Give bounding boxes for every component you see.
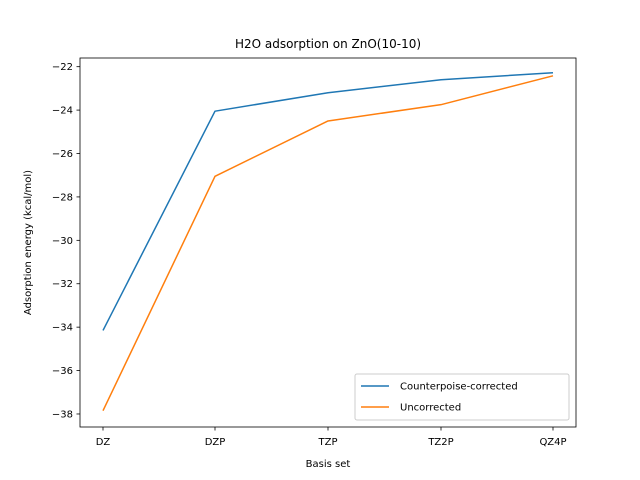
plot-marks (102, 72, 554, 412)
x-tick-label: DZP (205, 437, 226, 448)
y-tick-label: −36 (52, 366, 73, 377)
x-axis-label: Basis set (306, 459, 351, 470)
y-tick-label: −34 (52, 323, 73, 334)
legend: Counterpoise-corrected Uncorrected (354, 373, 570, 421)
axes-frame (79, 57, 577, 428)
y-tick-label: −24 (52, 106, 73, 117)
y-axis-label: Adsorption energy (kcal/mol) (23, 170, 34, 315)
x-axis-ticks: DZ DZP TZP TZ2P QZ4P (96, 427, 567, 448)
y-axis-ticks: −38 −36 −34 −32 −30 −28 −26 −24 −22 (52, 62, 80, 420)
y-tick-label: −22 (52, 62, 73, 73)
legend-label: Uncorrected (400, 403, 461, 414)
x-tick-label: QZ4P (539, 437, 566, 448)
series-line-1 (102, 75, 554, 412)
legend-box (354, 373, 570, 421)
legend-label: Counterpoise-corrected (400, 382, 518, 393)
y-tick-label: −26 (52, 149, 73, 160)
x-tick-label: TZ2P (427, 437, 453, 448)
y-tick-label: −30 (52, 236, 73, 247)
x-tick-label: TZP (318, 437, 338, 448)
y-tick-label: −38 (52, 409, 73, 420)
y-tick-label: −28 (52, 192, 73, 203)
series-line-0 (102, 72, 554, 331)
y-tick-label: −32 (52, 279, 73, 290)
chart-title: H2O adsorption on ZnO(10-10) (235, 37, 421, 51)
legend-items: Counterpoise-corrected Uncorrected (361, 382, 518, 414)
x-tick-label: DZ (96, 437, 111, 448)
